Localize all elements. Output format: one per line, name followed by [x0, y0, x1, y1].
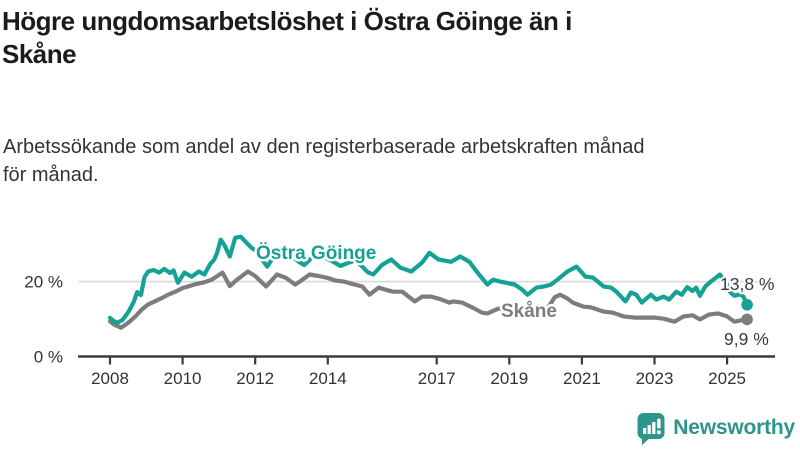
x-axis-ticks — [108, 356, 729, 365]
newsworthy-logo[interactable]: Newsworthy — [636, 411, 795, 445]
chart-subtitle-line-1: Arbetssökande som andel av den registerb… — [3, 136, 645, 158]
series-end-dot-skane — [741, 313, 753, 326]
series-end-dot-ostra-goinge — [741, 299, 753, 311]
chart-subtitle: Arbetssökande som andel av den registerb… — [3, 133, 793, 189]
value-label-skane: 9,9 % — [724, 329, 769, 349]
series-label-skane: Skåne — [501, 301, 557, 322]
x-axis-tick-label: 2021 — [563, 369, 601, 388]
x-axis-tick-label: 2008 — [91, 369, 129, 388]
y-axis-label-0: 0 % — [34, 348, 63, 367]
page-title: Högre ungdomsarbetslöshet i Östra Göinge… — [2, 5, 792, 71]
x-axis-tick-label: 2010 — [164, 369, 202, 388]
page-title-line-1: Högre ungdomsarbetslöshet i Östra Göinge… — [2, 6, 572, 36]
bar-chart-speech-bubble-icon — [637, 412, 665, 445]
chart-subtitle-line-2: för månad. — [3, 164, 99, 186]
x-axis-tick-label: 2019 — [490, 369, 528, 388]
x-axis-tick-label: 2023 — [636, 369, 674, 388]
x-axis-tick-labels: 2008 2010 2012 2014 2017 2019 2021 2023 2025 — [91, 369, 746, 388]
series-line-ostra-goinge — [107, 234, 750, 325]
series-label-ostra-goinge: Östra Göinge — [256, 243, 376, 264]
x-axis-tick-label: 2014 — [309, 369, 347, 388]
x-axis-tick-label: 2025 — [708, 369, 746, 388]
page-title-line-2: Skåne — [2, 39, 77, 69]
y-axis-label-20: 20 % — [24, 273, 63, 292]
series-line-skane — [107, 269, 750, 330]
x-axis-tick-label: 2017 — [418, 369, 456, 388]
value-label-ostra-goinge: 13,8 % — [720, 274, 774, 294]
x-axis-tick-label: 2012 — [236, 369, 274, 388]
newsworthy-logo-text: Newsworthy — [673, 416, 795, 439]
